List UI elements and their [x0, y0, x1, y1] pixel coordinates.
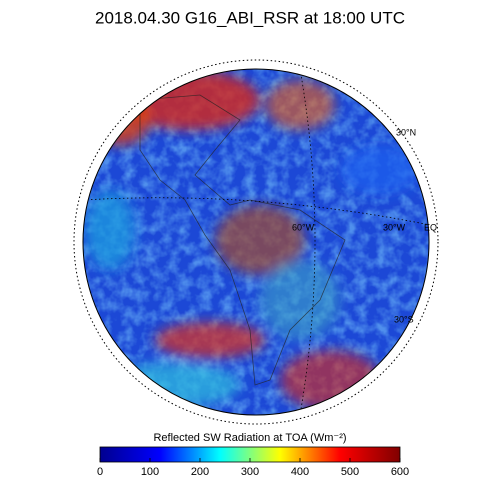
map-label: 30°N	[396, 127, 416, 137]
map-labels: 30°N 60°W 30°W EQ 30°S	[292, 127, 437, 324]
colorbar-label: Reflected SW Radiation at TOA (Wm⁻²)	[153, 432, 346, 444]
colorbar-tick-label: 100	[141, 466, 159, 478]
colorbar-tick-label: 600	[391, 466, 409, 478]
colorbar-tick-label: 200	[191, 466, 209, 478]
outer-limb	[73, 59, 439, 425]
map-label: 30°S	[394, 314, 414, 324]
colorbar-tick-label: 400	[291, 466, 309, 478]
title: 2018.04.30 G16_ABI_RSR at 18:00 UTC	[95, 8, 405, 27]
colorbar-tick-label: 300	[241, 466, 259, 478]
colorbar-tick-label: 500	[341, 466, 359, 478]
map-label: EQ	[424, 222, 437, 232]
satellite-image	[83, 69, 429, 415]
map-label: 60°W	[292, 222, 315, 232]
map-label: 30°W	[383, 222, 406, 232]
colorbar-tick-label: 0	[97, 466, 103, 478]
limb	[82, 68, 430, 416]
